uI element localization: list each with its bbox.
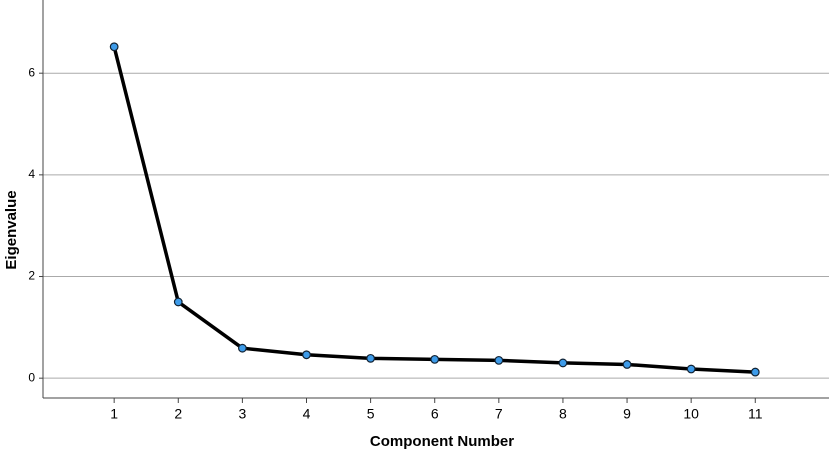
- x-tick-label x-tick-label: 11: [748, 406, 763, 422]
- point: [494, 355, 504, 365]
- x-tick-label x-tick-label: 2: [174, 406, 182, 422]
- x-axis-label: Component Number: [370, 433, 514, 450]
- point: [558, 358, 568, 368]
- point: [109, 42, 119, 52]
- x-tick-label x-tick-label: 7: [495, 406, 503, 422]
- x-tick-label x-tick-label: 3: [238, 406, 246, 422]
- point: [430, 354, 440, 364]
- point: [622, 360, 632, 369]
- line: [112, 46, 756, 374]
- y-tick-label: 0: [28, 370, 35, 384]
- point: [237, 343, 247, 353]
- point: [173, 297, 183, 307]
- point: [302, 350, 311, 360]
- y-tick-label: 2: [28, 269, 35, 283]
- y-tick-label: 6: [28, 65, 35, 79]
- x-tick-label x-tick-label: 9: [623, 406, 631, 422]
- y-tick-label: 4: [28, 167, 35, 181]
- x-tick-label x-tick-label: 1: [110, 406, 118, 422]
- x-tick-label x-tick-label: 6: [431, 406, 439, 422]
- x-tick-label x-tick-label: 5: [367, 406, 375, 422]
- x-tick-label x-tick-label: 4: [303, 406, 311, 422]
- point: [366, 353, 376, 363]
- x-tick-label x-tick-label: 10: [683, 406, 699, 422]
- point: [686, 364, 696, 374]
- x-tick-label x-tick-label: 8: [559, 406, 567, 422]
- point: [750, 367, 760, 377]
- y-axis-label: Eigenvalue: [3, 190, 20, 269]
